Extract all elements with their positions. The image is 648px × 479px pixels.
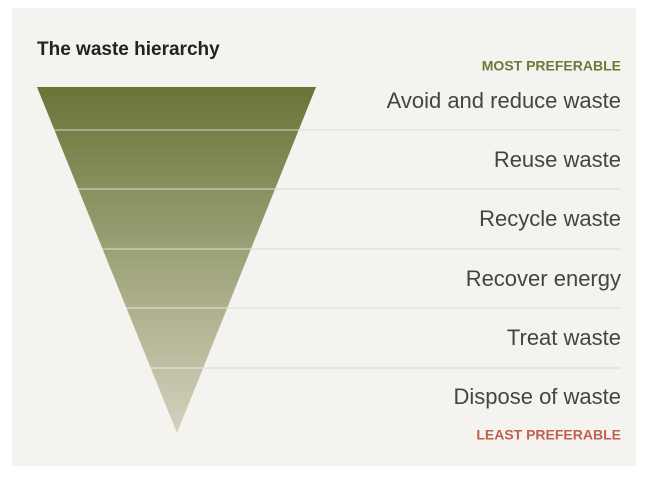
separators (54, 129, 621, 369)
level-label: Reuse waste (494, 147, 621, 172)
bottom-label: LEAST PREFERABLE (476, 427, 621, 443)
level-label: Dispose of waste (453, 384, 621, 409)
level-label: Treat waste (507, 325, 621, 350)
level-label: Recycle waste (479, 206, 621, 231)
hierarchy-triangle (37, 87, 316, 433)
title: The waste hierarchy (37, 39, 220, 60)
level-label: Recover energy (466, 266, 621, 291)
top-label: MOST PREFERABLE (482, 58, 621, 74)
level-label: Avoid and reduce waste (387, 88, 621, 113)
